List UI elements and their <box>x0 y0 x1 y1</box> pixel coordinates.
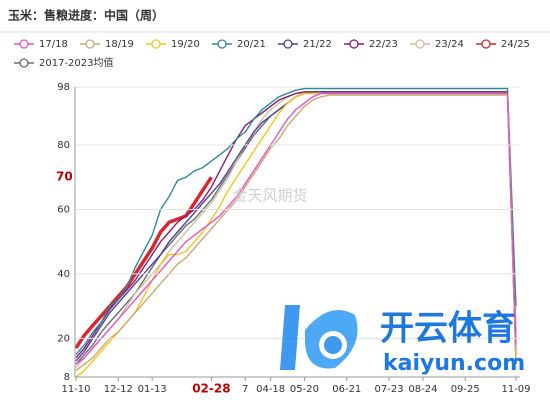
y-tick-label: 8 <box>64 372 70 383</box>
x-tick-label: 11-10 <box>61 384 90 395</box>
legend-label: 22/23 <box>369 39 398 50</box>
legend-marker <box>19 39 29 49</box>
y-tick-label: 60 <box>57 204 70 215</box>
annotation-label: 70 <box>56 170 73 184</box>
x-tick-label: 07-23 <box>375 384 404 395</box>
legend-marker <box>481 39 491 49</box>
legend-marker <box>415 39 425 49</box>
legend-marker <box>283 39 293 49</box>
legend-item: 18/19 <box>80 39 134 50</box>
series-line <box>74 176 213 349</box>
series-line <box>75 87 517 355</box>
logo-url: kaiyun.com <box>383 351 525 376</box>
legend-marker <box>349 39 359 49</box>
legend-label: 18/19 <box>105 39 134 50</box>
legend-item: 20/21 <box>212 39 266 50</box>
legend-item: 24/25 <box>476 39 530 50</box>
legend-item: 23/24 <box>410 39 464 50</box>
watermark: 金天风期货 <box>232 187 307 205</box>
legend-label: 21/22 <box>303 39 332 50</box>
legend-marker <box>151 39 161 49</box>
x-tick-label: 06-21 <box>332 384 361 395</box>
legend-marker <box>19 58 29 68</box>
legend-item: 17/18 <box>14 39 68 50</box>
legend-marker <box>85 39 95 49</box>
y-tick-label: 20 <box>57 333 70 344</box>
x-tick-label: 11-09 <box>501 384 530 395</box>
x-tick-label: 05-20 <box>290 384 319 395</box>
logo <box>280 305 358 370</box>
logo-text: 开云体育 <box>380 309 516 349</box>
x-tick-label: 12-12 <box>104 384 133 395</box>
series-line <box>75 92 517 365</box>
legend-label: 23/24 <box>435 39 464 50</box>
legend-label: 17/18 <box>39 39 68 50</box>
legend-label: 20/21 <box>237 39 266 50</box>
legend-item: 22/23 <box>344 39 398 50</box>
legend-marker <box>217 39 227 49</box>
legend-label: 2017-2023均值 <box>39 56 114 69</box>
legend-item: 21/22 <box>278 39 332 50</box>
y-tick-label: 98 <box>57 82 70 93</box>
x-tick-label: 02-28 <box>192 382 230 396</box>
x-tick-label: 08-24 <box>408 384 437 395</box>
y-tick-label: 80 <box>57 140 70 151</box>
legend-item: 2017-2023均值 <box>14 56 114 69</box>
x-tick-label: 01-13 <box>138 384 167 395</box>
x-tick-label: 09-25 <box>451 384 480 395</box>
x-tick-label: 04-18 <box>256 384 285 395</box>
legend-item: 19/20 <box>146 39 200 50</box>
chart-title: 玉米：售粮进度：中国（周） <box>8 8 164 23</box>
legend-label: 24/25 <box>501 39 530 50</box>
series-line <box>75 94 517 372</box>
legend-label: 19/20 <box>171 39 200 50</box>
y-tick-label: 40 <box>57 269 70 280</box>
x-tick-label: 7 <box>242 384 248 395</box>
